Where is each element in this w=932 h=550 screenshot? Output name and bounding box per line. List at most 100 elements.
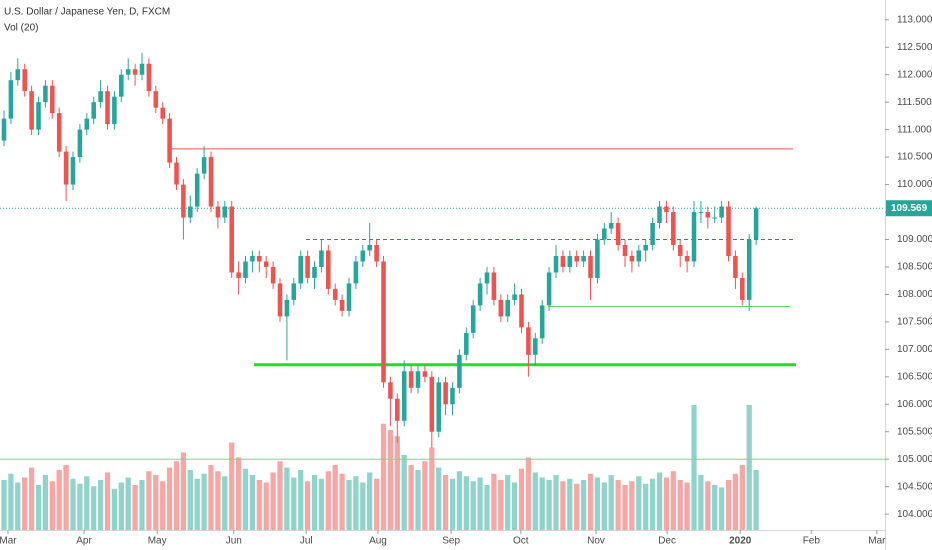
candle-body xyxy=(746,239,752,300)
volume-bar xyxy=(97,480,104,530)
candle-body xyxy=(546,272,552,306)
y-tick-label: 111.000 xyxy=(897,124,932,135)
candle-body xyxy=(174,162,179,185)
volume-bar xyxy=(380,423,387,530)
volume-bar xyxy=(463,476,469,530)
volume-bar xyxy=(580,480,587,530)
candle-body xyxy=(215,206,221,218)
candle-body xyxy=(305,255,310,278)
volume-bar xyxy=(429,447,435,530)
candle-body xyxy=(595,239,600,278)
volume-bar xyxy=(718,487,725,530)
x-tick-label: Nov xyxy=(587,536,605,547)
volume-bar xyxy=(339,473,345,530)
volume-bar xyxy=(498,480,504,530)
candle-body xyxy=(201,157,207,174)
volume-bar xyxy=(235,457,242,530)
candle-body xyxy=(691,212,697,262)
volume-bar xyxy=(215,471,221,530)
volume-bar xyxy=(153,475,159,530)
volume-bar xyxy=(360,482,366,530)
candle-body xyxy=(236,272,241,278)
candle-body xyxy=(539,305,545,339)
candle-body xyxy=(332,288,338,300)
volume-bar xyxy=(146,471,152,530)
candle-body xyxy=(615,223,621,245)
volume-bar xyxy=(470,481,476,530)
volume-bar xyxy=(415,470,421,530)
volume-bar xyxy=(42,475,49,530)
candle-body xyxy=(263,261,269,267)
candle-body xyxy=(125,69,131,75)
volume-bar xyxy=(746,405,752,530)
volume-bar xyxy=(284,467,290,530)
candle-body xyxy=(119,74,124,97)
x-tick-label: Oct xyxy=(513,536,529,547)
volume-bar xyxy=(56,470,62,530)
candle-body xyxy=(491,272,497,300)
x-tick-label: Apr xyxy=(76,536,92,547)
volume-bar xyxy=(373,478,380,530)
candle-body xyxy=(443,382,448,405)
volume-bar xyxy=(277,461,283,530)
volume-bar xyxy=(22,477,28,530)
volume-bar xyxy=(663,477,670,530)
volume-bar xyxy=(160,481,166,530)
volume-bar xyxy=(291,477,297,530)
candle-body xyxy=(657,206,662,224)
volume-bar xyxy=(553,475,559,530)
candle-body xyxy=(602,228,607,240)
candle-body xyxy=(436,382,441,432)
candle-body xyxy=(719,206,724,218)
candle-body xyxy=(608,223,614,229)
candle-body xyxy=(388,382,393,399)
x-tick-label: Mar xyxy=(0,536,17,547)
volume-bar xyxy=(511,482,518,530)
volume-bar xyxy=(698,475,704,530)
volume-bar xyxy=(401,455,407,530)
candle-body xyxy=(167,118,172,163)
volume-bar xyxy=(712,485,718,530)
candle-body xyxy=(326,250,331,289)
candle-body xyxy=(574,255,579,262)
candle-body xyxy=(291,283,297,300)
y-tick-label: 105.000 xyxy=(897,454,932,465)
volume-bar xyxy=(505,475,511,530)
candle-body xyxy=(477,283,483,306)
volume-bar xyxy=(318,478,325,530)
levels xyxy=(0,148,885,460)
candle-body xyxy=(519,294,524,328)
volume-bar xyxy=(111,488,118,530)
volume-bar xyxy=(367,472,373,530)
volume-pane xyxy=(1,405,759,530)
candle-body xyxy=(629,255,635,262)
volume-bar xyxy=(49,481,55,530)
volume-bar xyxy=(436,467,442,530)
candle-body xyxy=(429,376,435,432)
volume-bar xyxy=(325,471,331,530)
candle-body xyxy=(160,107,165,119)
volume-bar xyxy=(15,482,21,530)
volume-bar xyxy=(643,483,649,530)
candle-body xyxy=(395,398,400,421)
volume-bar xyxy=(77,483,83,530)
volume-bar xyxy=(484,485,490,530)
x-tick-label: Sep xyxy=(442,536,460,547)
candle-body xyxy=(677,244,683,256)
volume-bar xyxy=(753,470,759,530)
candle-body xyxy=(374,244,379,262)
candle-body xyxy=(753,208,759,240)
candle-body xyxy=(622,244,628,256)
candle-body xyxy=(381,261,386,383)
volume-bar xyxy=(532,472,538,530)
candle-body xyxy=(298,255,303,284)
volume-bar xyxy=(201,473,207,530)
y-tick-label: 113.000 xyxy=(897,14,932,25)
last-price-box xyxy=(886,200,932,217)
candle-body xyxy=(726,206,731,256)
volume-bar xyxy=(311,475,318,530)
volume-bar xyxy=(187,470,193,530)
candle-body xyxy=(698,212,704,214)
volume-bar xyxy=(684,482,690,530)
candle-body xyxy=(339,299,345,311)
